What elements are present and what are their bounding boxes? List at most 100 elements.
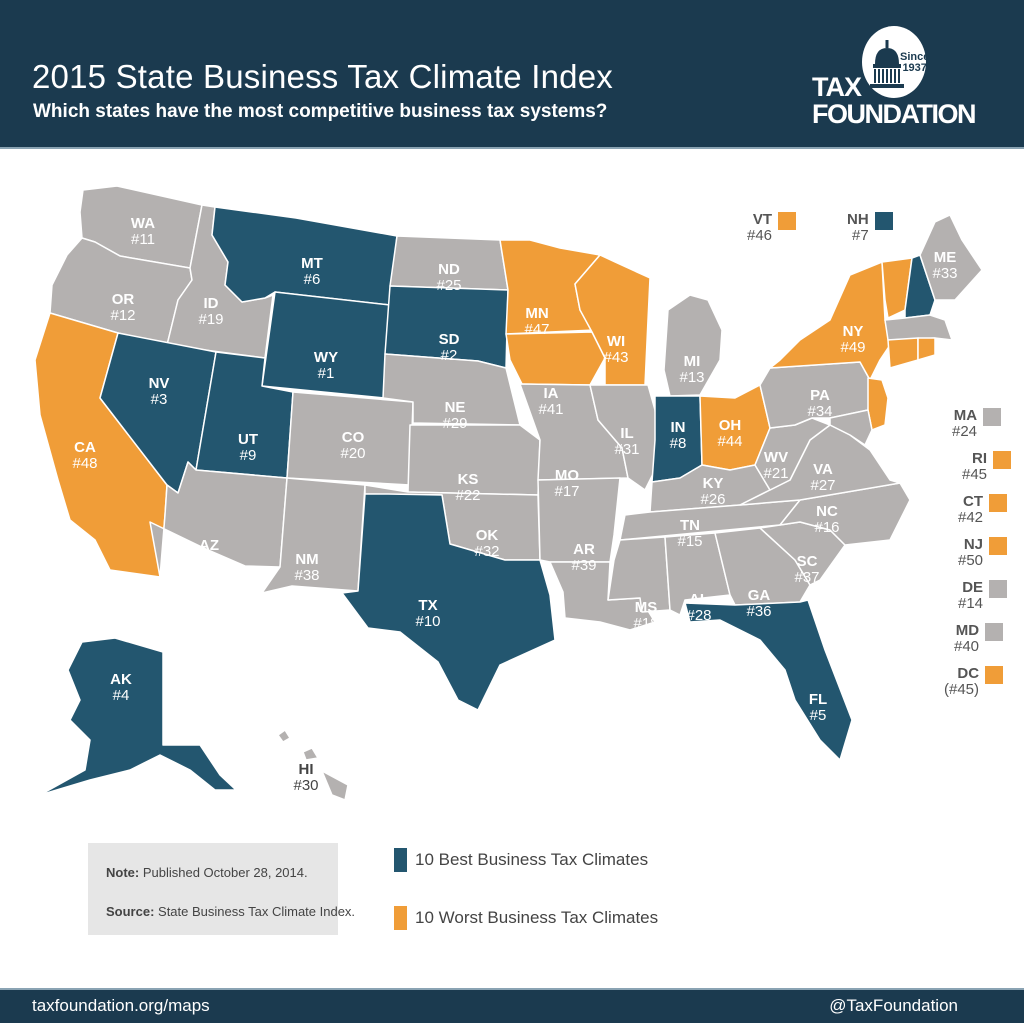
state-label-ia: IA #41	[538, 385, 564, 418]
state-label-tx: TX #10	[415, 597, 441, 630]
logo-foundation-text: FOUNDATION	[812, 99, 976, 129]
legend-swatch-worst	[394, 906, 407, 930]
state-shape-ne[interactable]	[382, 353, 521, 426]
swatch-worst	[778, 212, 797, 230]
state-label-wa: WA #11	[130, 215, 156, 248]
callout-ri: RI #45	[962, 451, 1012, 483]
state-label-wy: WY #1	[313, 349, 339, 382]
page-subtitle: Which states have the most competitive b…	[33, 101, 608, 122]
state-shape-mt[interactable]	[211, 206, 398, 306]
state-label-ks: KS #22	[455, 471, 481, 504]
state-shape-ia[interactable]	[505, 331, 606, 386]
swatch-worst	[985, 666, 1004, 684]
state-label-ga: GA #36	[746, 587, 772, 620]
state-label-ak: AK #4	[110, 671, 132, 704]
state-label-mt: MT #6	[301, 255, 323, 288]
state-label-or: OR #12	[110, 291, 136, 324]
page-title: 2015 State Business Tax Climate Index	[32, 58, 613, 95]
state-shape-ct[interactable]	[887, 337, 919, 369]
callout-nj: NJ #50	[958, 537, 1008, 569]
swatch-neutral	[989, 580, 1008, 598]
footer-bar: taxfoundation.org/maps @TaxFoundation	[0, 988, 1024, 1023]
state-label-nd: ND #25	[436, 261, 462, 294]
note-box: Note: Published October 28, 2014. Source…	[88, 843, 355, 935]
state-label-fl: FL #5	[808, 691, 828, 724]
state-shape-hi-island[interactable]	[277, 729, 291, 743]
state-label-il: IL #31	[614, 425, 640, 458]
state-label-ok: OK #32	[474, 527, 500, 560]
swatch-best	[874, 212, 893, 230]
state-label-la: LA #35	[577, 637, 603, 670]
state-shape-mi[interactable]	[663, 294, 723, 397]
state-label-ar: AR #39	[571, 541, 597, 574]
state-label-co: CO #20	[340, 429, 366, 462]
state-shape-il[interactable]	[589, 384, 661, 491]
state-label-nm: NM #38	[294, 551, 320, 584]
logo-tax-text: TAX	[812, 72, 862, 102]
state-label-ne: NE #29	[442, 399, 468, 432]
state-label-sd: SD #2	[438, 331, 460, 364]
header-banner: 2015 State Business Tax Climate Index Wh…	[0, 0, 1024, 148]
swatch-worst	[989, 537, 1008, 555]
state-shape-me[interactable]	[919, 214, 983, 301]
state-label-sc: SC #37	[794, 553, 820, 586]
callout-de: DE #14	[958, 580, 1008, 612]
state-label-az: AZ #23	[196, 537, 222, 570]
header-divider	[0, 147, 1024, 149]
swatch-worst	[989, 494, 1008, 512]
state-label-ny: NY #49	[840, 323, 866, 356]
state-label-ky: KY #26	[700, 475, 726, 508]
legend-swatch-best	[394, 848, 407, 872]
state-shape-vt[interactable]	[881, 257, 913, 319]
state-shape-tx[interactable]	[341, 493, 556, 711]
state-shape-ma[interactable]	[884, 314, 953, 341]
footer-url-link[interactable]: taxfoundation.org/maps	[32, 996, 210, 1015]
state-label-mi: MI #13	[679, 353, 705, 386]
state-label-tn: TN #15	[677, 517, 703, 550]
footer-twitter-handle[interactable]: @TaxFoundation	[829, 996, 958, 1015]
callout-md: MD #40	[954, 623, 1004, 655]
state-label-nv: NV #3	[148, 375, 170, 408]
state-shape-wy[interactable]	[261, 291, 391, 399]
logo-since-text: Since 1937	[900, 51, 930, 74]
note-source: Source: State Business Tax Climate Index…	[106, 904, 356, 919]
state-label-in: IN #8	[669, 419, 687, 452]
callout-ma: MA #24	[952, 408, 1002, 440]
state-label-hi: HI #30	[293, 761, 319, 794]
state-shape-ny[interactable]	[769, 261, 891, 381]
state-label-wi: WI #43	[603, 333, 629, 366]
us-map-shapes	[34, 185, 983, 801]
callout-ct: CT #42	[958, 494, 1008, 526]
state-shape-hi[interactable]	[321, 770, 349, 801]
state-label-me: ME #33	[932, 249, 958, 282]
tax-foundation-logo[interactable]: Since 1937 TAX FOUNDATION	[812, 22, 1012, 132]
state-shape-ak[interactable]	[39, 637, 237, 796]
state-label-va: VA #27	[810, 461, 836, 494]
state-shape-md[interactable]	[829, 409, 873, 446]
callout-nh: NH #7	[847, 212, 893, 244]
legend-worst: 10 Worst Business Tax Climates	[394, 906, 658, 930]
state-shape-fl[interactable]	[684, 599, 853, 761]
swatch-neutral	[983, 408, 1002, 426]
callout-dc: DC (#45)	[944, 666, 1004, 698]
state-shape-ri[interactable]	[917, 337, 936, 361]
state-label-wv: WV #21	[763, 449, 789, 482]
state-label-id: ID #19	[198, 295, 224, 328]
state-label-oh: OH #44	[717, 417, 743, 450]
note-published: Note: Published October 28, 2014.	[106, 865, 308, 880]
legend-best: 10 Best Business Tax Climates	[394, 848, 648, 872]
state-label-al: AL #28	[686, 591, 712, 624]
state-label-mo: MO #17	[554, 467, 580, 500]
us-map: WA #11 OR #12 CA #48 ID #19 NV #3 MT #6 WY #1 U…	[0, 150, 1024, 830]
state-label-pa: PA #34	[807, 387, 833, 420]
swatch-worst	[993, 451, 1012, 469]
state-label-ms: MS #18	[633, 599, 659, 632]
capitol-dome-icon	[870, 40, 904, 88]
state-label-mn: MN #47	[524, 305, 550, 338]
callout-vt: VT #46	[747, 212, 797, 244]
state-label-ca: CA #48	[72, 439, 98, 472]
state-shape-la[interactable]	[549, 561, 656, 631]
state-shape-hi-island2[interactable]	[302, 747, 319, 761]
state-label-ut: UT #9	[238, 431, 258, 464]
swatch-neutral	[985, 623, 1004, 641]
